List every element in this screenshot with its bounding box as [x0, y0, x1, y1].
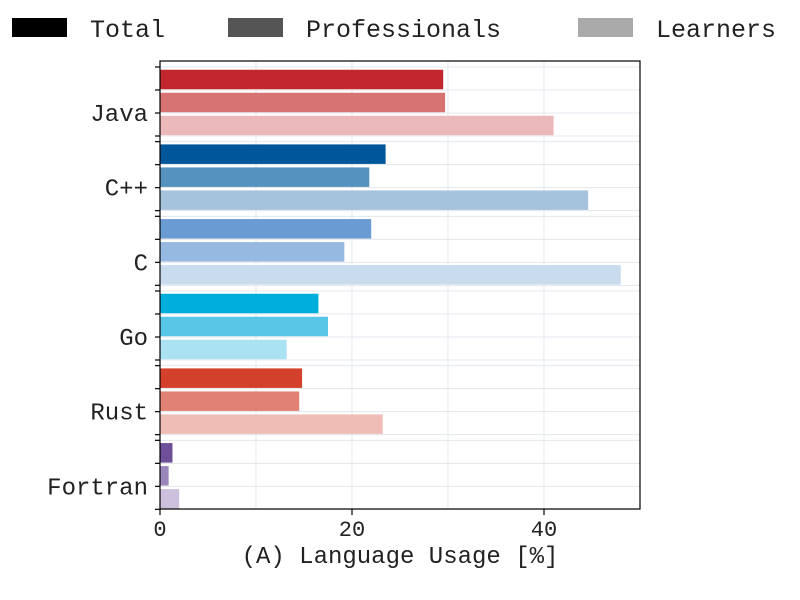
legend-swatch-learners [578, 18, 633, 37]
x-tick-label: 20 [339, 518, 365, 543]
bar-c-professionals [160, 242, 345, 262]
bar-rust-total [160, 368, 303, 388]
category-label: Go [119, 326, 148, 353]
bar-go-total [160, 293, 319, 314]
legend-label-professionals: Professionals [306, 16, 501, 45]
y-axis: Java C++ C Go Rust Fortran [47, 66, 160, 510]
chart-legend: Total Professionals Learners [12, 16, 776, 45]
bar-go-learners [160, 339, 287, 360]
legend-label-learners: Learners [656, 16, 776, 45]
bar-fortran-learners [160, 489, 180, 509]
bar-rust-learners [160, 414, 383, 434]
x-axis-title: (A) Language Usage [%] [242, 544, 559, 571]
bar-cpp-professionals [160, 167, 370, 187]
bar-fortran-professionals [160, 466, 169, 486]
category-label: Fortran [47, 475, 148, 502]
bar-go-professionals [160, 316, 328, 337]
legend-swatch-professionals [228, 18, 283, 37]
legend-label-total: Total [90, 16, 165, 45]
x-axis: 0 20 40 [153, 509, 557, 543]
x-tick-label: 40 [531, 518, 557, 543]
bar-c-total [160, 219, 372, 239]
legend-swatch-total [12, 18, 67, 37]
bar-cpp-total [160, 144, 386, 164]
bar-java-total [160, 69, 444, 90]
bar-cpp-learners [160, 190, 589, 210]
bar-java-learners [160, 115, 554, 136]
category-label: Java [90, 102, 148, 129]
bar-fortran-total [160, 443, 173, 463]
bar-rust-professionals [160, 391, 300, 411]
category-label: Rust [90, 401, 148, 428]
category-label: C [134, 251, 148, 278]
bar-c-learners [160, 265, 621, 285]
chart-bars [160, 69, 621, 509]
bar-java-professionals [160, 92, 446, 113]
category-label: C++ [105, 177, 148, 204]
x-tick-label: 0 [153, 518, 166, 543]
